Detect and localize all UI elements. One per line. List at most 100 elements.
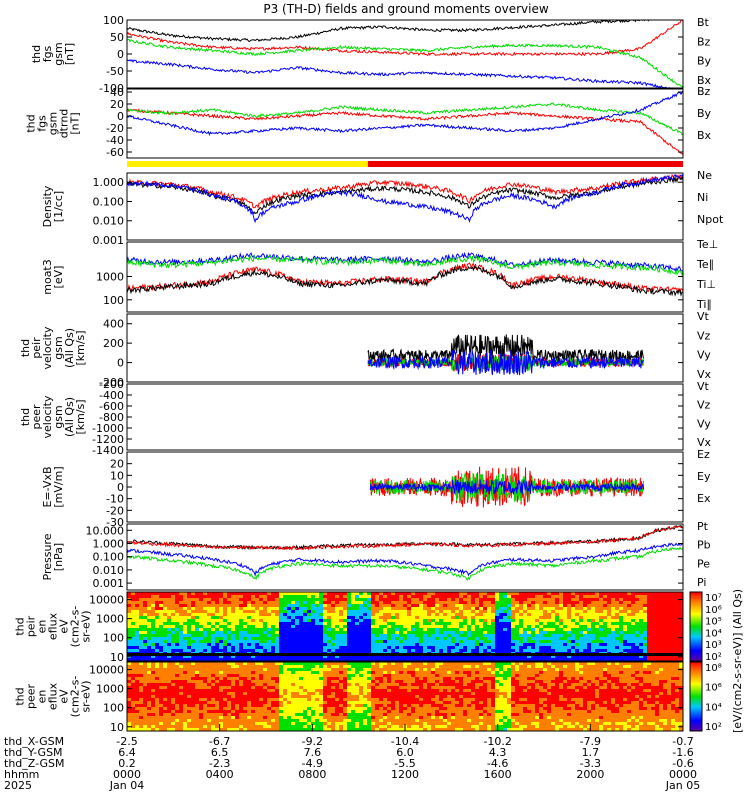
spectrogram-cell xyxy=(595,616,600,620)
spectrogram-cell xyxy=(631,598,636,602)
spectrogram-cell xyxy=(515,640,520,644)
spectrogram-cell xyxy=(155,668,160,672)
panel-9: 10000100010010thdpeirenefluxeV(cm2-s-sr-… xyxy=(14,591,684,664)
spectrogram-cell xyxy=(279,671,284,675)
spectrogram-cell xyxy=(195,668,200,672)
spectrogram-cell xyxy=(311,674,316,678)
spectrogram-cell xyxy=(219,598,224,602)
spectrogram-cell xyxy=(167,640,172,644)
spectrogram-cell xyxy=(367,716,372,720)
spectrogram-cell xyxy=(547,634,552,638)
spectrogram-cell xyxy=(251,713,256,717)
spectrogram-cell xyxy=(167,598,172,602)
spectrogram-cell xyxy=(299,616,304,620)
spectrogram-cell xyxy=(319,677,324,681)
spectrogram-cell xyxy=(379,692,384,696)
spectrogram-cell xyxy=(543,634,548,638)
spectrogram-cell xyxy=(675,634,680,638)
spectrogram-cell xyxy=(135,592,140,596)
spectrogram-cell xyxy=(163,686,168,690)
spectrogram-cell xyxy=(339,698,344,702)
spectrogram-cell xyxy=(491,607,496,611)
spectrogram-cell xyxy=(187,595,192,599)
spectrogram-cell xyxy=(255,628,260,632)
spectrogram-cell xyxy=(355,634,360,638)
spectrogram-cell xyxy=(179,658,184,661)
spectrogram-cell xyxy=(383,716,388,720)
spectrogram-cell xyxy=(283,692,288,696)
spectrogram-cell xyxy=(255,719,260,723)
spectrogram-cell xyxy=(175,686,180,690)
spectrogram-cell xyxy=(311,613,316,617)
spectrogram-cell xyxy=(147,634,152,638)
spectrogram-cell xyxy=(671,643,676,647)
spectrogram-cell xyxy=(371,613,376,617)
spectrogram-cell xyxy=(347,625,352,629)
spectrogram-cell xyxy=(595,637,600,641)
series-line-bt xyxy=(127,20,662,43)
spectrogram-cell xyxy=(199,677,204,681)
spectrogram-cell xyxy=(343,665,348,669)
spectrogram-cell xyxy=(563,643,568,647)
spectrogram-cell xyxy=(247,637,252,641)
spectrogram-cell xyxy=(371,683,376,687)
spectrogram-cell xyxy=(371,707,376,711)
spectrogram-cell xyxy=(527,622,532,626)
spectrogram-cell xyxy=(591,634,596,638)
spectrogram-cell xyxy=(535,601,540,605)
spectrogram-cell xyxy=(627,649,632,653)
spectrogram-cell xyxy=(167,710,172,714)
spectrogram-cell xyxy=(251,722,256,726)
spectrogram-cell xyxy=(431,619,436,623)
spectrogram-cell xyxy=(479,646,484,650)
spectrogram-cell xyxy=(195,625,200,629)
series-line-vt xyxy=(367,334,645,364)
spectrogram-cell xyxy=(415,655,420,659)
spectrogram-cell xyxy=(271,674,276,678)
spectrogram-cell xyxy=(271,622,276,626)
spectrogram-cell xyxy=(643,631,648,635)
spectrogram-cell xyxy=(391,695,396,699)
spectrogram-cell xyxy=(175,655,180,659)
spectrogram-cell xyxy=(203,704,208,708)
spectrogram-cell xyxy=(319,658,324,661)
spectrogram-cell xyxy=(143,622,148,626)
spectrogram-cell xyxy=(191,658,196,661)
spectrogram-cell xyxy=(183,716,188,720)
spectrogram-cell xyxy=(539,637,544,641)
spectrogram-cell xyxy=(603,613,608,617)
spectrogram-cell xyxy=(427,646,432,650)
spectrogram-cell xyxy=(555,610,560,614)
spectrogram-cell xyxy=(247,680,252,684)
spectrogram-cell xyxy=(535,613,540,617)
spectrogram-cell xyxy=(399,625,404,629)
spectrogram-cell xyxy=(279,704,284,708)
spectrogram-cell xyxy=(311,643,316,647)
spectrogram-cell xyxy=(239,640,244,644)
spectrogram-cell xyxy=(251,640,256,644)
spectrogram-cell xyxy=(323,634,328,638)
spectrogram-cell xyxy=(219,689,224,693)
spectrogram-cell xyxy=(227,625,232,629)
spectrogram-cell xyxy=(383,637,388,641)
spectrogram-cell xyxy=(523,637,528,641)
spectrogram-cell xyxy=(247,665,252,669)
spectrogram-cell xyxy=(251,655,256,659)
spectrogram-cell xyxy=(407,643,412,647)
spectrogram-cell xyxy=(495,631,500,635)
spectrogram-cell xyxy=(191,640,196,644)
spectrogram-cell xyxy=(435,631,440,635)
spectrogram-cell xyxy=(411,601,416,605)
spectrogram-cell xyxy=(295,625,300,629)
spectrogram-cell xyxy=(291,637,296,641)
spectrogram-cell xyxy=(147,680,152,684)
spectrogram-cell xyxy=(283,610,288,614)
spectrogram-cell xyxy=(607,655,612,659)
spectrogram-cell xyxy=(339,637,344,641)
spectrogram-cell xyxy=(159,640,164,644)
spectrogram-cell xyxy=(251,613,256,617)
spectrogram-cell xyxy=(267,692,272,696)
spectrogram-cell xyxy=(475,640,480,644)
spectrogram-cell xyxy=(431,616,436,620)
spectrogram-cell xyxy=(471,646,476,650)
